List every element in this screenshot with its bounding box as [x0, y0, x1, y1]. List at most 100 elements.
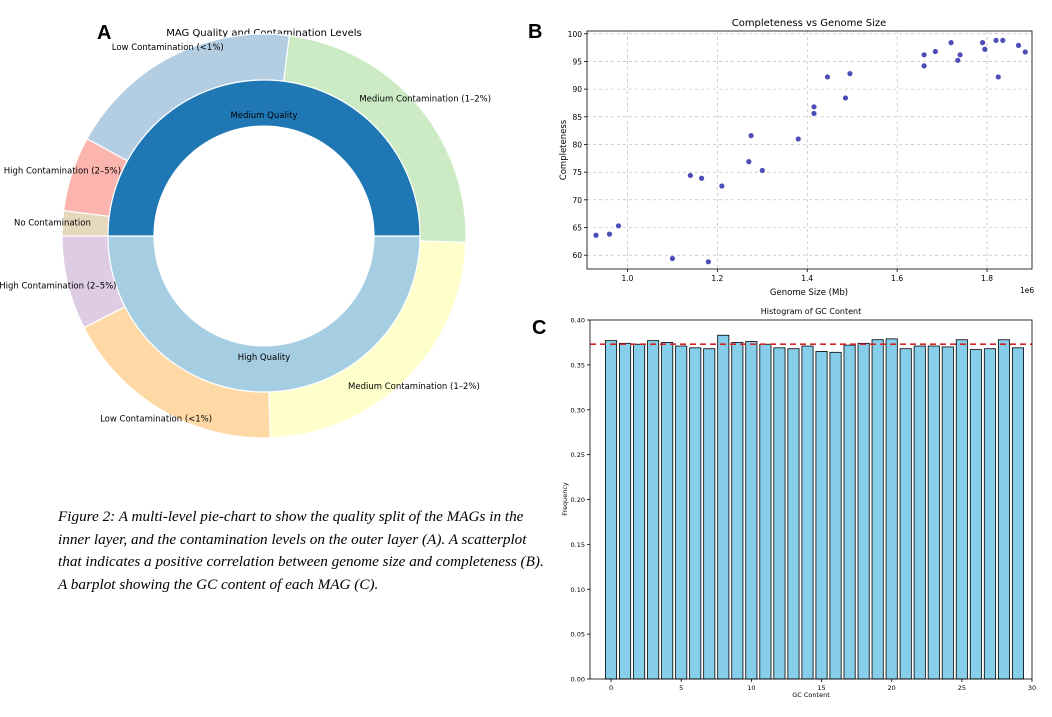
- scatter-point: [957, 52, 963, 58]
- bar: [787, 348, 800, 680]
- scatter-xtick-label: 1.8: [981, 274, 993, 283]
- scatter-ytick-label: 60: [572, 251, 582, 260]
- figure-caption: Figure 2: A multi-level pie-chart to sho…: [58, 508, 544, 593]
- scatter-point: [993, 37, 999, 44]
- scatter-point: [1000, 37, 1006, 44]
- scatter-point: [955, 57, 961, 63]
- panel-a-letter: A: [97, 22, 111, 44]
- bar: [661, 342, 674, 680]
- scatter-chart: Completeness vs Genome Size 1.0 1.2 1.4 1.6…: [559, 18, 1034, 298]
- scatter-point: [982, 46, 988, 52]
- bar-ytick-label: 0.35: [571, 361, 585, 369]
- scatter-point: [795, 136, 801, 142]
- bar: [675, 345, 688, 680]
- pie-inner-label: Medium Quality: [230, 111, 297, 121]
- bar: [703, 348, 716, 680]
- bar: [955, 339, 968, 680]
- scatter-point: [669, 255, 676, 262]
- bar: [801, 345, 814, 680]
- scatter-point: [979, 40, 986, 46]
- bar-xlabel: GC Content: [792, 691, 830, 699]
- bar: [689, 347, 702, 680]
- scatter-xtick-label: 1.4: [801, 274, 813, 283]
- bar: [885, 338, 898, 680]
- pie-chart: MAG Quality and Contamination Levels Hig…: [0, 28, 491, 439]
- scatter-point: [842, 95, 849, 101]
- scatter-ticks: 1.0 1.2 1.4 1.6 1.8 60 65 70 75 80 85 90 95 100: [568, 30, 994, 283]
- pie-inner-label: High Quality: [238, 353, 291, 363]
- scatter-ytick-label: 95: [572, 57, 582, 66]
- pie-inner-slice: [107, 235, 421, 393]
- scatter-point: [719, 183, 725, 189]
- bar: [899, 348, 912, 680]
- pie-inner-ring: [107, 79, 421, 393]
- bar: [815, 351, 828, 680]
- pie-outer-ring: [61, 33, 467, 439]
- bar-ytick-label: 0.25: [571, 451, 585, 459]
- scatter-grid: [587, 31, 1032, 269]
- bar-xtick-label: 0: [609, 684, 613, 692]
- bar-ticks: 0 5 10 15 20 25 30 0.00 0.05 0.10 0.15 0.20 0.25 0.30…: [571, 317, 1037, 693]
- bar: [759, 343, 772, 680]
- pie-outer-label: Low Contamination (<1%): [100, 414, 212, 424]
- scatter-point: [921, 63, 927, 69]
- panel-b-letter: B: [528, 21, 542, 43]
- scatter-point: [824, 74, 831, 80]
- bar: [997, 339, 1010, 680]
- scatter-point: [921, 52, 927, 58]
- scatter-ytick-label: 90: [572, 85, 582, 94]
- scatter-xtick-label: 1.0: [621, 274, 633, 283]
- bar-ytick-label: 0.15: [571, 541, 585, 549]
- bar-ytick-label: 0.40: [571, 317, 585, 325]
- bar: [731, 342, 744, 680]
- pie-outer-label: Low Contamination (<1%): [112, 43, 224, 53]
- bar: [605, 340, 618, 680]
- scatter-frame: [586, 30, 1033, 270]
- bar-title: Histogram of GC Content: [761, 307, 861, 316]
- scatter-xtick-label: 1.2: [711, 274, 723, 283]
- scatter-point: [811, 110, 817, 117]
- scatter-offset-label: 1e6: [1020, 286, 1034, 295]
- bar-bars: [605, 334, 1024, 680]
- bar: [1011, 347, 1024, 680]
- bar: [983, 348, 996, 680]
- bar-ytick-label: 0.05: [571, 631, 585, 639]
- pie-outer-label: High Contamination (2–5%): [0, 281, 117, 291]
- scatter-ytick-label: 75: [572, 168, 582, 177]
- scatter-point: [615, 223, 622, 229]
- bar: [717, 334, 730, 680]
- scatter-ylabel: Completeness: [559, 119, 569, 180]
- scatter-point: [948, 40, 954, 46]
- scatter-xtick-label: 1.6: [891, 274, 903, 283]
- scatter-point: [687, 172, 693, 179]
- bar: [969, 349, 982, 680]
- bar: [633, 343, 646, 680]
- bar: [843, 344, 856, 680]
- bar: [773, 347, 786, 680]
- bar-xtick-label: 20: [888, 684, 896, 692]
- bar: [913, 345, 926, 680]
- scatter-point: [811, 104, 817, 110]
- bar-xtick-label: 25: [958, 684, 966, 692]
- bar-ylabel: Frequency: [561, 482, 569, 516]
- bar: [927, 345, 940, 680]
- scatter-xlabel: Genome Size (Mb): [770, 288, 848, 298]
- pie-labels: High Contamination (2–5%) Low Contaminati…: [0, 43, 491, 424]
- bar: [829, 351, 842, 680]
- scatter-point: [759, 167, 765, 174]
- scatter-point: [699, 175, 705, 181]
- scatter-ytick-label: 85: [572, 113, 582, 122]
- bar-xtick-label: 15: [817, 684, 825, 692]
- scatter-point: [606, 231, 613, 237]
- scatter-point: [995, 74, 1001, 80]
- scatter-point: [593, 232, 599, 238]
- scatter-ytick-label: 100: [568, 30, 583, 39]
- bar-xtick-label: 5: [679, 684, 683, 692]
- bar: [941, 346, 954, 680]
- scatter-points: [593, 37, 1028, 265]
- bar: [647, 340, 660, 680]
- pie-outer-label: Medium Contamination (1–2%): [348, 382, 480, 392]
- scatter-title: Completeness vs Genome Size: [732, 18, 887, 29]
- scatter-ytick-label: 65: [572, 223, 582, 232]
- scatter-point: [1022, 49, 1028, 55]
